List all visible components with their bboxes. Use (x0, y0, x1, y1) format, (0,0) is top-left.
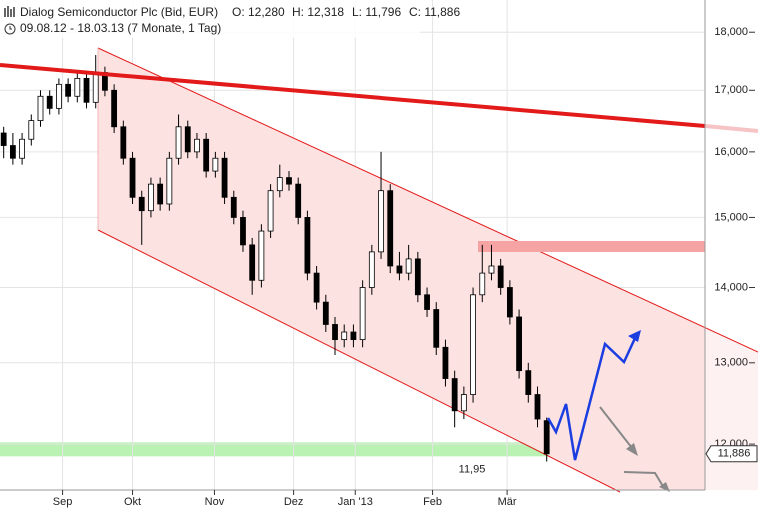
channel-fill-extension (705, 328, 758, 490)
candle-body (56, 83, 62, 109)
candle-body (424, 294, 430, 310)
clock-icon (4, 23, 16, 35)
candle-body (414, 258, 421, 296)
candle-body (166, 157, 173, 205)
x-tick-label: Feb (423, 496, 442, 508)
candle-body (37, 95, 44, 122)
candle-body (543, 420, 550, 455)
ohlc-low: L: 11,796 (352, 5, 401, 19)
candle-body (405, 258, 412, 274)
last-price-label: 11,886 (718, 448, 751, 460)
candle-body (157, 183, 164, 205)
forecast-gray-arrowhead (626, 443, 638, 456)
candle-body (516, 316, 522, 372)
candle-body (65, 83, 72, 97)
candle-body (378, 190, 384, 253)
candle-body (0, 132, 7, 146)
candle-body (138, 196, 145, 212)
candle-body (120, 126, 127, 159)
candle-body (460, 394, 467, 412)
candle-body (359, 287, 366, 341)
candle-body (451, 378, 458, 412)
clock-hands (9, 26, 12, 30)
candle-body (221, 157, 228, 198)
candle-body (184, 126, 191, 153)
forecast-gray-2 (623, 471, 665, 489)
x-tick-label: Sep (53, 496, 73, 508)
candle-body (83, 78, 90, 103)
forecast-up-arrowhead (628, 330, 641, 342)
forecast-gray (599, 406, 633, 449)
candle-body (111, 89, 118, 128)
candle-body (433, 309, 440, 348)
chart-title: Dialog Semiconductor Plc (Bid, EUR) (20, 5, 218, 19)
candle-body (396, 265, 403, 274)
x-tick-label: Okt (124, 496, 141, 508)
channel-upper (97, 47, 758, 353)
candles (0, 55, 550, 462)
trend-line-extension (704, 124, 758, 133)
candle-body (46, 95, 53, 109)
y-tick-label: 14,000 (714, 281, 748, 293)
ohlc-open: O: 12,280 (232, 5, 285, 19)
candle-body (295, 183, 302, 218)
channel-lower (97, 229, 621, 493)
y-tick-label: 15,000 (714, 211, 748, 223)
candle-body (534, 394, 541, 420)
candle-body (258, 230, 265, 281)
candle-body (129, 157, 136, 198)
candle-body (470, 294, 476, 395)
candle-body (148, 183, 154, 212)
candle-body (28, 120, 35, 140)
chart-subtitle: 09.08.12 - 18.03.13 (7 Monate, 1 Tag) (20, 21, 221, 35)
candle-body (387, 190, 394, 267)
ohlc-close: C: 11,886 (409, 5, 460, 19)
candle-body (525, 370, 532, 395)
candle-body (9, 145, 16, 159)
last-price-box (705, 445, 758, 463)
candle-body (341, 331, 348, 341)
candle-body (74, 78, 81, 97)
candle-body (479, 272, 486, 296)
candle-body (313, 272, 320, 303)
y-tick-label: 17,000 (714, 84, 748, 96)
y-tick-label: 13,000 (714, 357, 748, 369)
candle-body (230, 196, 237, 218)
x-tick-label: Nov (205, 496, 225, 508)
candle-body (442, 346, 449, 379)
candle-body (368, 251, 375, 288)
candle-body (240, 217, 246, 246)
candle-body (332, 324, 338, 341)
candle-body (267, 190, 274, 232)
forecast-up (546, 335, 638, 461)
candle-body (488, 265, 495, 274)
trend-line (0, 63, 706, 128)
candle-body (249, 244, 256, 281)
candle-body (19, 138, 25, 159)
resistance-zone (478, 241, 705, 252)
candle-body (497, 265, 504, 288)
candle-body (276, 177, 283, 192)
candle-body (286, 177, 292, 185)
x-tick-label: Dez (284, 496, 304, 508)
candle-body (194, 138, 200, 153)
chart-icon (4, 6, 15, 17)
candle-body (92, 72, 99, 103)
candle-body (175, 126, 182, 159)
header: Dialog Semiconductor Plc (Bid, EUR) O: 1… (0, 0, 460, 38)
x-tick-label: Mär (498, 496, 517, 508)
candle-body (304, 217, 311, 274)
candle-body (212, 157, 219, 172)
x-tick-label: Jan '13 (338, 496, 373, 508)
candle-body (506, 287, 513, 318)
y-tick-label: 16,000 (714, 146, 748, 158)
support-label: 11,95 (459, 463, 486, 475)
ohlc-high: H: 12,318 (292, 5, 344, 19)
y-tick-label: 18,000 (714, 26, 748, 38)
header-bg (0, 0, 420, 38)
candle-body (350, 331, 357, 341)
candle-body (203, 138, 210, 172)
candle-body (322, 301, 329, 325)
